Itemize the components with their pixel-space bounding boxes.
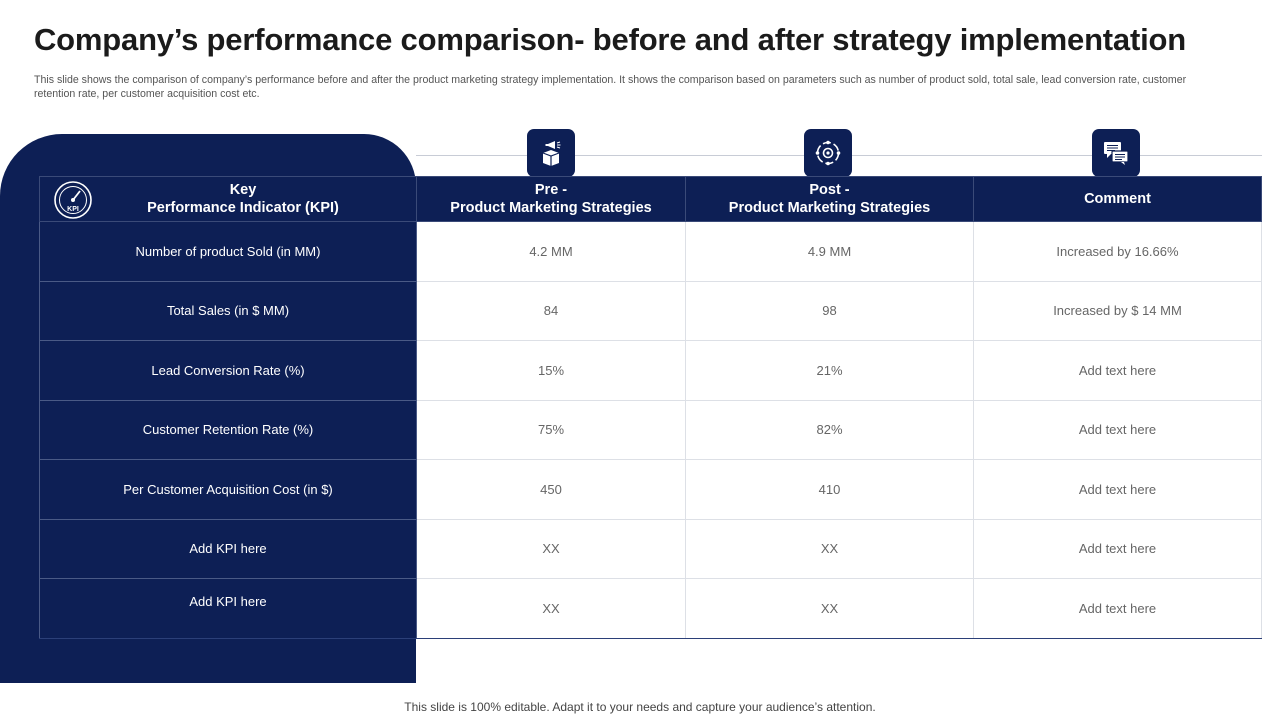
slide-subtitle: This slide shows the comparison of compa… xyxy=(34,74,1187,100)
table-row: Add KPI here XX XX Add text here xyxy=(39,578,1262,639)
table-row: Per Customer Acquisition Cost (in $) 450… xyxy=(39,459,1262,520)
slide-footer: This slide is 100% editable. Adapt it to… xyxy=(404,700,876,714)
post-cell: 410 xyxy=(685,459,974,520)
kpi-cell: Customer Retention Rate (%) xyxy=(39,399,417,460)
post-cell: 21% xyxy=(685,340,974,401)
pre-cell: XX xyxy=(416,578,686,639)
post-strategy-icon-badge xyxy=(804,129,852,177)
header-kpi: KPI Key Performance Indicator (KPI) xyxy=(39,176,417,222)
header-kpi-line2: Performance Indicator (KPI) xyxy=(147,200,339,216)
comment-icon-badge xyxy=(1092,129,1140,177)
kpi-cell: Add KPI here xyxy=(39,578,417,639)
header-pre: Pre - Product Marketing Strategies xyxy=(416,176,686,222)
kpi-cell: Total Sales (in $ MM) xyxy=(39,280,417,341)
kpi-cell: Per Customer Acquisition Cost (in $) xyxy=(39,459,417,520)
pre-cell: 450 xyxy=(416,459,686,520)
kpi-comparison-table: KPI Key Performance Indicator (KPI) Pre … xyxy=(39,176,1262,639)
header-comment: Comment xyxy=(973,176,1262,222)
post-cell: XX xyxy=(685,578,974,639)
pre-cell: 15% xyxy=(416,340,686,401)
header-post-line2: Product Marketing Strategies xyxy=(728,200,931,216)
strategy-cycle-icon xyxy=(815,140,841,166)
post-cell: XX xyxy=(685,518,974,579)
pre-strategy-icon-badge xyxy=(527,129,575,177)
header-pre-line2: Product Marketing Strategies xyxy=(450,200,652,216)
kpi-cell: Add KPI here xyxy=(39,518,417,579)
table-row: Number of product Sold (in MM) 4.2 MM 4.… xyxy=(39,221,1262,282)
header-kpi-line1: Key xyxy=(229,182,257,198)
kpi-gauge-label: KPI xyxy=(67,206,79,213)
comment-cell: Increased by $ 14 MM xyxy=(973,280,1262,341)
pre-cell: XX xyxy=(416,518,686,579)
table-row: Total Sales (in $ MM) 84 98 Increased by… xyxy=(39,280,1262,341)
table-row: Lead Conversion Rate (%) 15% 21% Add tex… xyxy=(39,340,1262,401)
comment-cell: Increased by 16.66% xyxy=(973,221,1262,282)
pre-cell: 4.2 MM xyxy=(416,221,686,282)
pre-cell: 84 xyxy=(416,280,686,341)
comment-cell: Add text here xyxy=(973,340,1262,401)
pre-cell: 75% xyxy=(416,399,686,460)
comment-cell: Add text here xyxy=(973,518,1262,579)
chat-bubbles-icon xyxy=(1104,142,1129,165)
kpi-gauge-icon: KPI xyxy=(54,181,92,219)
kpi-cell: Lead Conversion Rate (%) xyxy=(39,340,417,401)
header-post: Post - Product Marketing Strategies xyxy=(685,176,974,222)
table-row: Customer Retention Rate (%) 75% 82% Add … xyxy=(39,399,1262,460)
post-cell: 98 xyxy=(685,280,974,341)
megaphone-box-icon xyxy=(542,141,561,166)
header-post-line1: Post - xyxy=(809,182,850,198)
header-pre-line1: Pre - xyxy=(534,182,568,198)
kpi-cell: Number of product Sold (in MM) xyxy=(39,221,417,282)
comment-cell: Add text here xyxy=(973,578,1262,639)
table-row: Add KPI here XX XX Add text here xyxy=(39,518,1262,579)
slide-title: Company’s performance comparison- before… xyxy=(34,22,1186,57)
table-header-row: KPI Key Performance Indicator (KPI) Pre … xyxy=(39,176,1262,222)
post-cell: 4.9 MM xyxy=(685,221,974,282)
comment-cell: Add text here xyxy=(973,459,1262,520)
comment-cell: Add text here xyxy=(973,399,1262,460)
post-cell: 82% xyxy=(685,399,974,460)
